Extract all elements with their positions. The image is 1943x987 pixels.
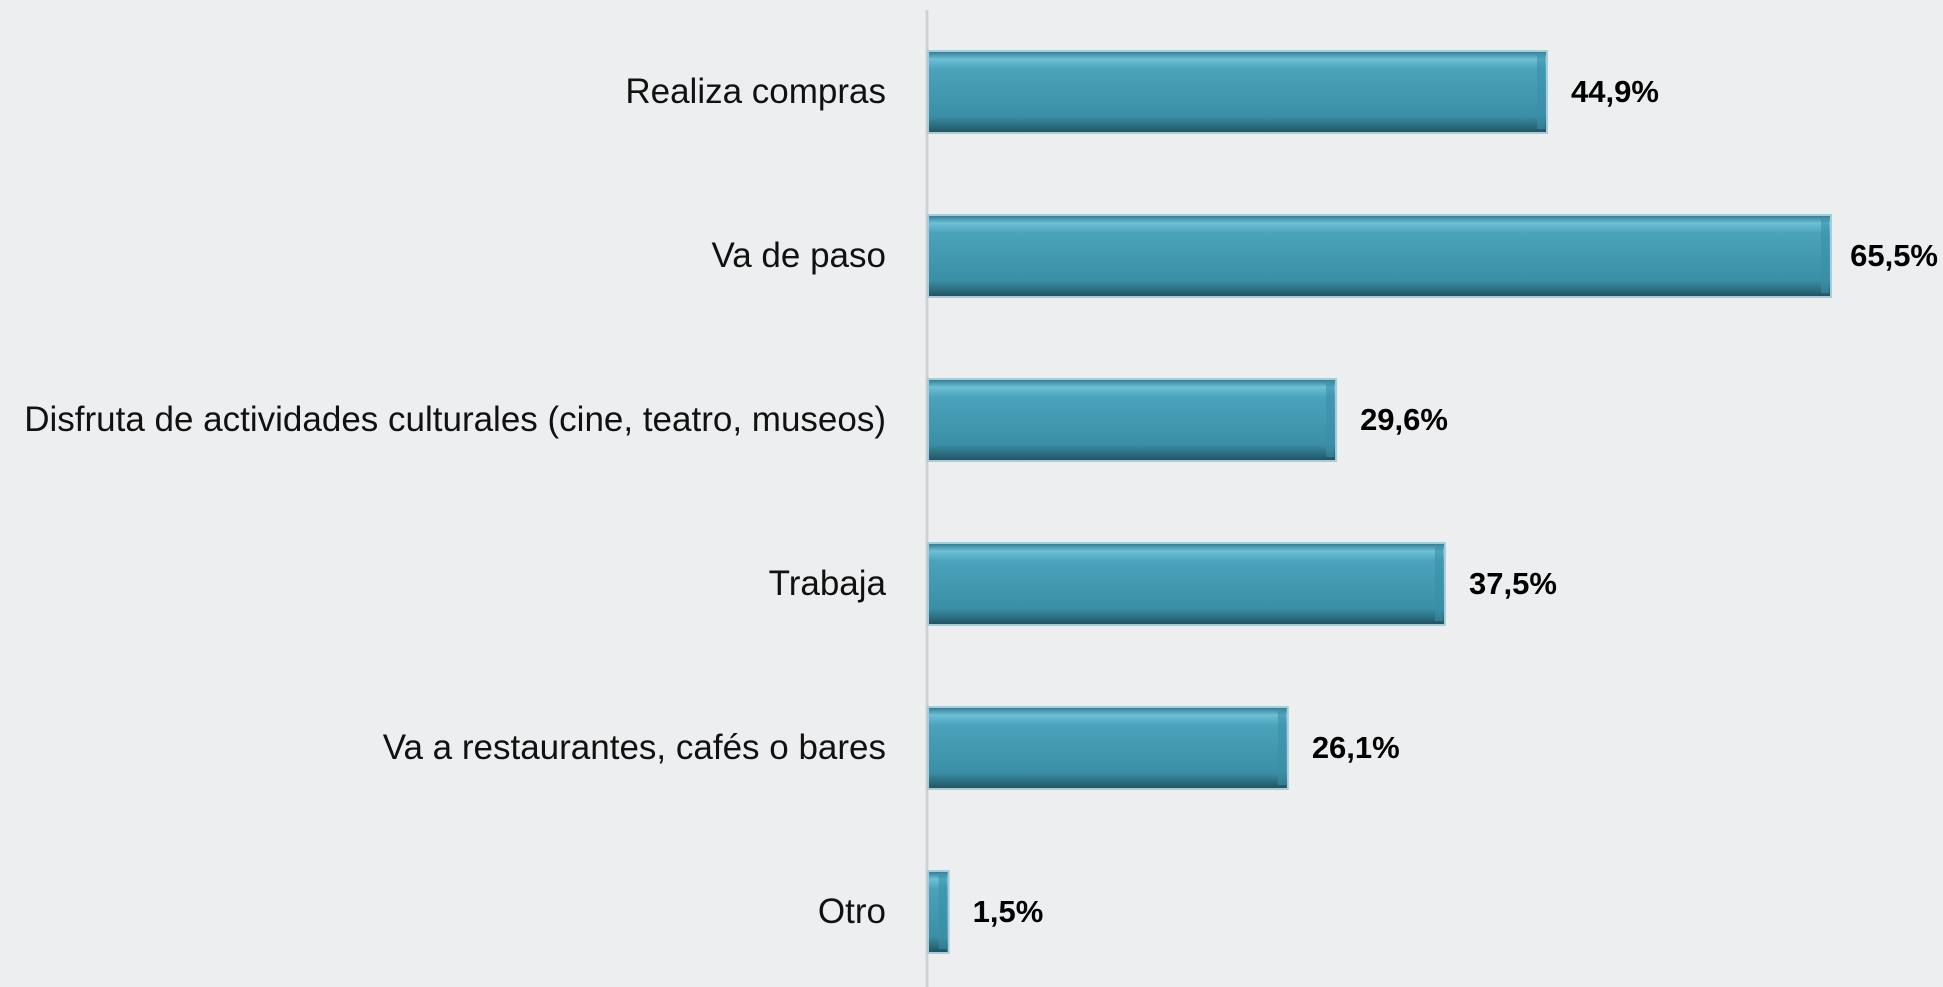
bar [927,214,1832,298]
bar-body [927,378,1338,462]
category-label-box: Otro [10,842,886,982]
bar [927,870,950,954]
bar [927,378,1338,462]
category-label-box: Realiza compras [10,22,886,162]
category-label-box: Va de paso [10,186,887,326]
category-label-box: Trabaja [10,514,886,654]
value-label: 65,5% [1850,238,1938,273]
category-label: Va a restaurantes, cafés o bares [382,728,886,767]
value-label: 37,5% [1469,566,1557,601]
bar-bevel [1326,383,1335,457]
value-label: 44,9% [1571,74,1659,109]
category-label-box: Va a restaurantes, cafés o bares [10,678,886,818]
category-label: Va de paso [711,236,887,275]
bar-bevel [1434,547,1443,621]
value-label: 1,5% [973,894,1044,929]
bar-bevel [938,875,947,949]
value-label: 29,6% [1360,402,1448,437]
bar-bevel [1277,711,1286,785]
bar [927,542,1446,626]
bar-bevel [1537,55,1546,129]
bar-body [927,214,1832,298]
bar-bevel [1821,219,1829,293]
bar-body [927,706,1289,790]
bar-body [927,542,1446,626]
bar [927,706,1289,790]
category-label: Otro [817,892,886,931]
category-label: Trabaja [768,564,886,603]
bar [927,50,1549,134]
category-label-box: Disfruta de actividades culturales (cine… [10,350,886,490]
bar-body [927,50,1549,134]
category-label: Disfruta de actividades culturales (cine… [24,400,886,439]
value-label: 26,1% [1312,730,1400,765]
category-label: Realiza compras [625,72,886,111]
